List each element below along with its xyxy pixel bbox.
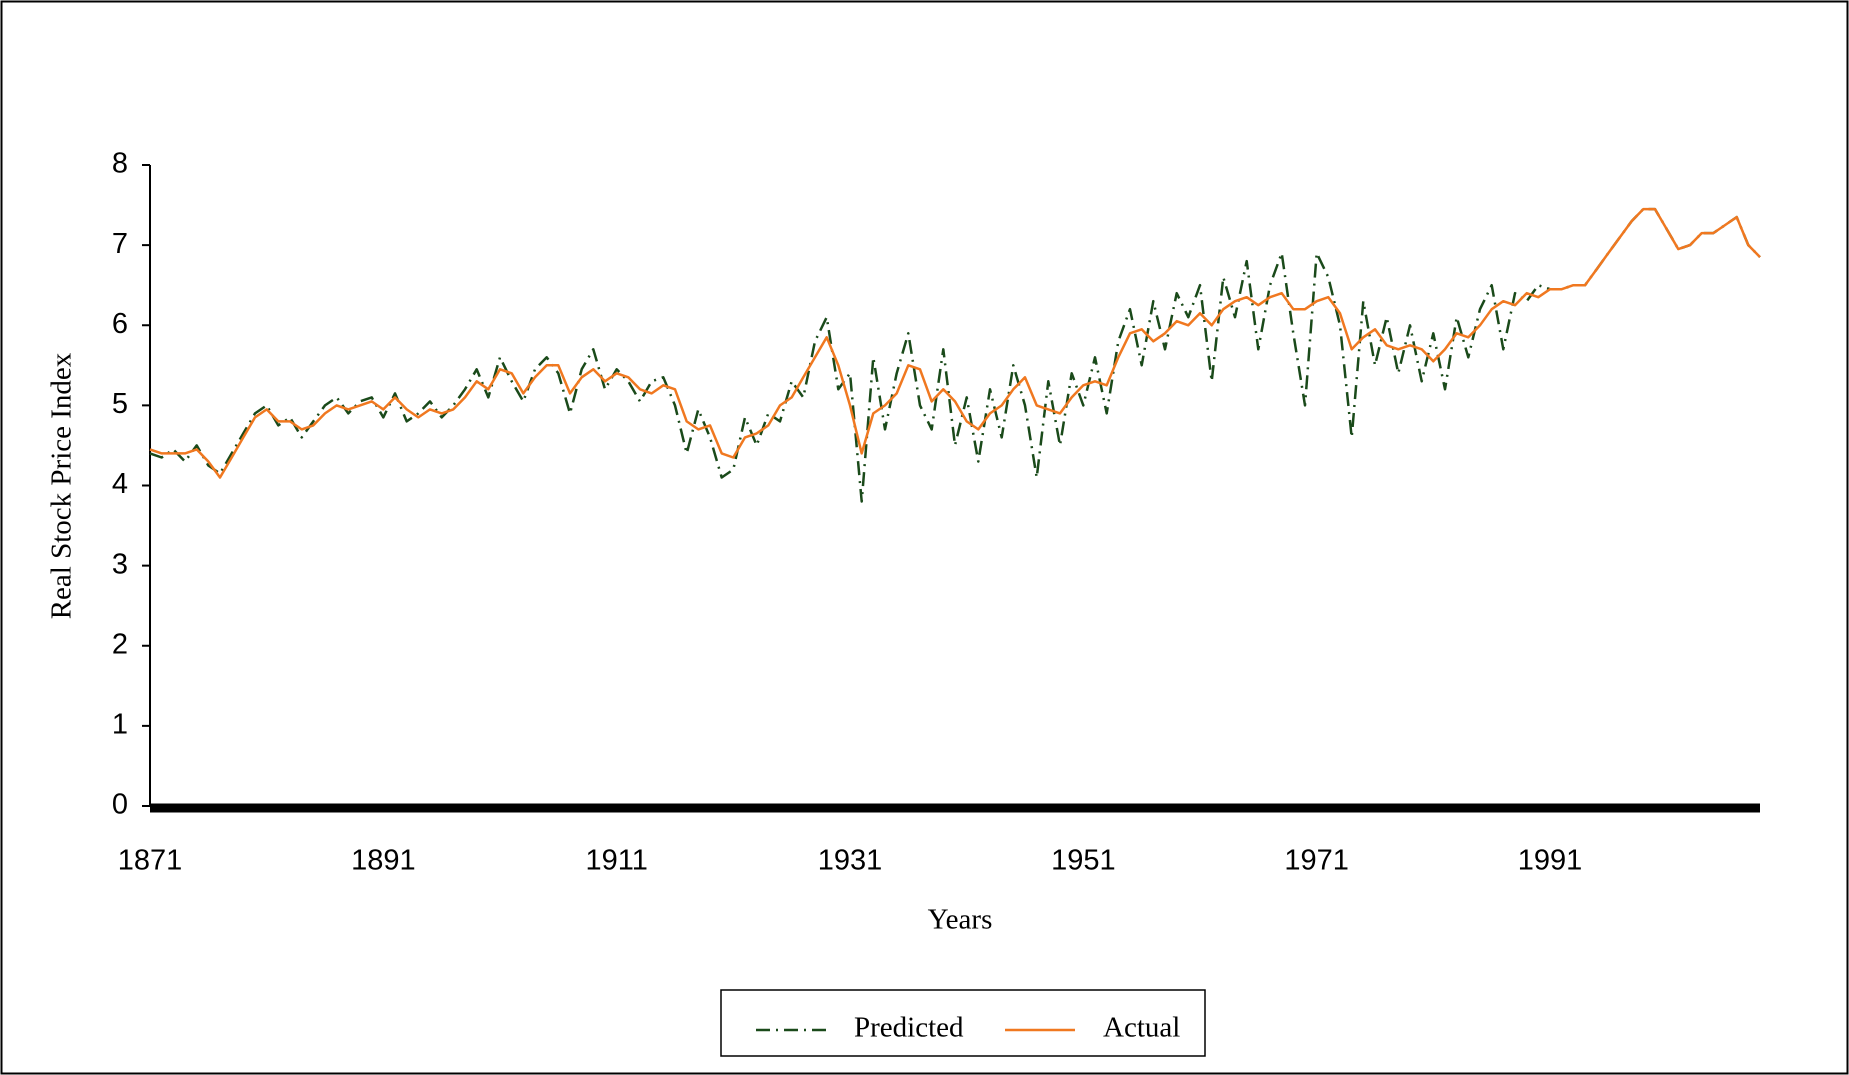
y-tick-label: 2 [112,628,128,660]
x-tick-label: 1891 [351,845,416,877]
y-tick-label: 8 [112,148,128,180]
x-tick-label: 1991 [1518,845,1583,877]
y-axis-label: Real Stock Price Index [46,352,78,619]
data-line [149,207,1761,503]
x-tick-label: 1931 [818,845,883,877]
y-tick-label: 5 [112,388,128,420]
legend-label: Actual [1103,1012,1180,1044]
y-tick-label: 0 [112,789,128,821]
x-axis-label: Years [928,904,993,936]
y-tick-label: 1 [112,709,128,741]
x-tick-label: 1951 [1051,845,1116,877]
y-tick-label: 4 [112,468,128,500]
x-tick-label: 1871 [118,845,183,877]
data-line [149,207,1761,479]
y-tick-label: 6 [112,308,128,340]
legend-box [720,989,1206,1057]
x-tick-label: 1911 [585,845,647,877]
x-tick-label: 1971 [1284,845,1349,877]
legend-label: Predicted [854,1012,964,1044]
y-tick-label: 3 [112,548,128,580]
y-tick-label: 7 [112,228,128,260]
